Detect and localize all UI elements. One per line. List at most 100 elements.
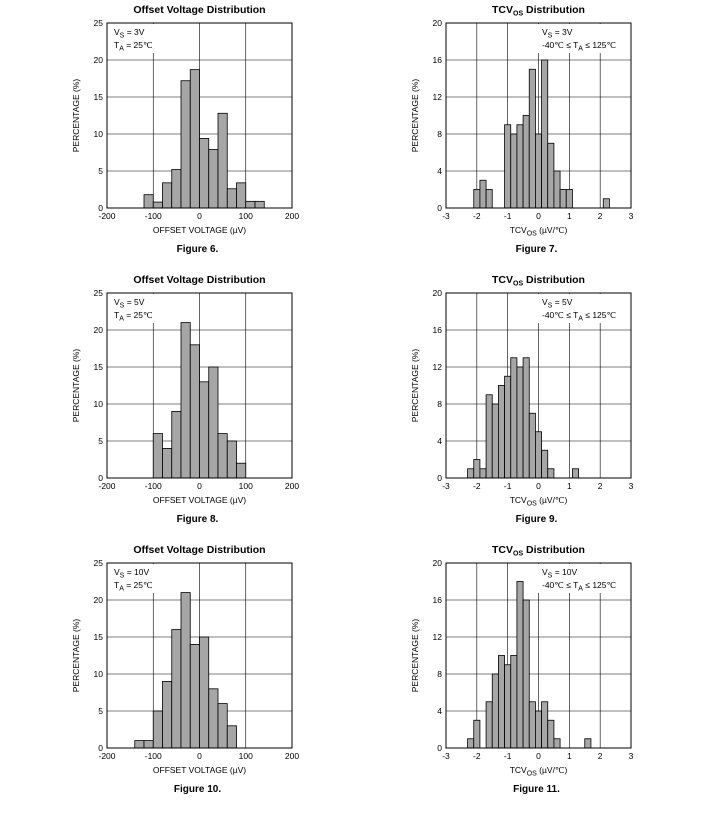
histogram-bar xyxy=(498,655,505,749)
x-axis-label: OFFSET VOLTAGE (µV) xyxy=(153,765,246,775)
x-tick-label: 100 xyxy=(239,481,253,491)
y-tick-label: 4 xyxy=(437,166,442,176)
x-tick-label: -3 xyxy=(442,211,450,221)
histogram-bar xyxy=(236,182,247,209)
y-tick-label: 0 xyxy=(437,203,442,213)
histogram-bar xyxy=(208,688,219,749)
y-tick-label: 8 xyxy=(437,129,442,139)
histogram-bar xyxy=(162,447,173,479)
histogram-bar xyxy=(528,68,536,209)
histogram-bar xyxy=(162,681,173,749)
histogram-bar xyxy=(226,725,237,749)
histogram-bar xyxy=(553,170,561,209)
y-tick-label: 0 xyxy=(98,473,103,483)
histogram-bar xyxy=(516,366,524,479)
y-axis-label: PERCENTAGE (%) xyxy=(71,79,81,153)
x-tick-label: 0 xyxy=(536,481,541,491)
figure-caption: Figure 7. xyxy=(516,244,558,255)
figure-caption: Figure 11. xyxy=(513,784,560,795)
histogram-bar xyxy=(504,664,512,749)
y-tick-label: 5 xyxy=(98,436,103,446)
y-tick-label: 8 xyxy=(437,399,442,409)
x-axis-label: TCVOS (µV/℃) xyxy=(510,765,568,778)
x-tick-label: 200 xyxy=(285,481,299,491)
conditions-box xyxy=(108,564,166,593)
y-tick-label: 20 xyxy=(94,595,104,605)
x-tick-label: 200 xyxy=(285,751,299,761)
x-tick-label: -1 xyxy=(504,751,512,761)
x-tick-label: 2 xyxy=(598,481,603,491)
histogram-bar xyxy=(485,394,493,479)
y-tick-label: 5 xyxy=(98,706,103,716)
x-tick-label: 0 xyxy=(197,481,202,491)
histogram-bar xyxy=(479,468,487,479)
chart-panel: 0 5 10 15 20 25 -200 -100 0 100 200 Offset Voltage … xyxy=(71,4,299,255)
histogram-bar xyxy=(565,189,573,209)
x-tick-label: 1 xyxy=(567,481,572,491)
y-axis-label: PERCENTAGE (%) xyxy=(71,349,81,423)
histogram-bar xyxy=(189,69,200,209)
x-tick-label: 3 xyxy=(629,751,634,761)
chart-title: Offset Voltage Distribution xyxy=(133,4,265,16)
histogram-bar xyxy=(152,201,163,209)
histogram-bar xyxy=(254,200,265,209)
x-axis-label: TCVOS (µV/℃) xyxy=(510,495,568,508)
x-tick-label: 3 xyxy=(629,211,634,221)
condition-label: TA = 25℃ xyxy=(114,580,153,593)
y-tick-label: 16 xyxy=(433,55,443,65)
plot-frame xyxy=(445,562,632,749)
chart-title: TCVOS Distribution xyxy=(492,4,585,18)
figure-caption: Figure 6. xyxy=(177,244,219,255)
histogram-bar xyxy=(189,344,200,479)
y-tick-label: 15 xyxy=(94,92,104,102)
chart-panel: 0 5 10 15 20 25 -200 -100 0 100 200 Offset Voltage … xyxy=(71,544,299,795)
x-tick-label: -1 xyxy=(504,481,512,491)
x-tick-label: -100 xyxy=(145,481,162,491)
y-tick-label: 16 xyxy=(433,595,443,605)
x-tick-label: -200 xyxy=(98,481,115,491)
histogram-bar xyxy=(226,188,237,209)
conditions-box xyxy=(108,294,166,323)
histogram-bar xyxy=(522,357,530,479)
histogram-bar xyxy=(208,149,219,209)
y-tick-label: 10 xyxy=(94,129,104,139)
histogram-bar xyxy=(516,124,524,209)
y-tick-label: 5 xyxy=(98,166,103,176)
histogram-bar xyxy=(208,366,219,479)
condition-label: VS = 5V xyxy=(542,297,573,310)
y-tick-label: 20 xyxy=(433,558,443,568)
condition-label: -40℃ ≤ TA ≤ 125℃ xyxy=(542,580,617,593)
conditions-box xyxy=(536,24,630,53)
histogram-bar xyxy=(510,655,518,749)
y-tick-label: 16 xyxy=(433,325,443,335)
histogram-bar xyxy=(217,112,228,209)
histogram-bar xyxy=(180,80,191,209)
figure-caption: Figure 9. xyxy=(516,514,558,525)
histogram-bar xyxy=(504,124,512,209)
histogram-bar xyxy=(152,710,163,749)
histogram-bar xyxy=(171,410,182,479)
y-tick-label: 20 xyxy=(94,325,104,335)
y-tick-label: 0 xyxy=(98,203,103,213)
histogram-bar xyxy=(467,738,475,749)
histogram-bar xyxy=(189,644,200,749)
y-tick-label: 25 xyxy=(94,18,104,28)
histogram-bar xyxy=(485,701,493,749)
histogram-bar xyxy=(547,142,555,209)
histogram-bar xyxy=(491,403,499,479)
histogram-bar xyxy=(171,169,182,209)
x-tick-label: 100 xyxy=(239,751,253,761)
histogram-bar xyxy=(134,740,145,749)
conditions-box xyxy=(108,24,166,53)
histogram-bar xyxy=(485,189,493,209)
condition-label: -40℃ ≤ TA ≤ 125℃ xyxy=(542,40,617,53)
y-tick-label: 0 xyxy=(437,473,442,483)
histogram-bar xyxy=(245,200,256,209)
y-axis-label: PERCENTAGE (%) xyxy=(410,349,420,423)
y-tick-label: 4 xyxy=(437,436,442,446)
chart-panel: 0 5 10 15 20 25 -200 -100 0 100 200 Offset Voltage … xyxy=(71,274,299,525)
